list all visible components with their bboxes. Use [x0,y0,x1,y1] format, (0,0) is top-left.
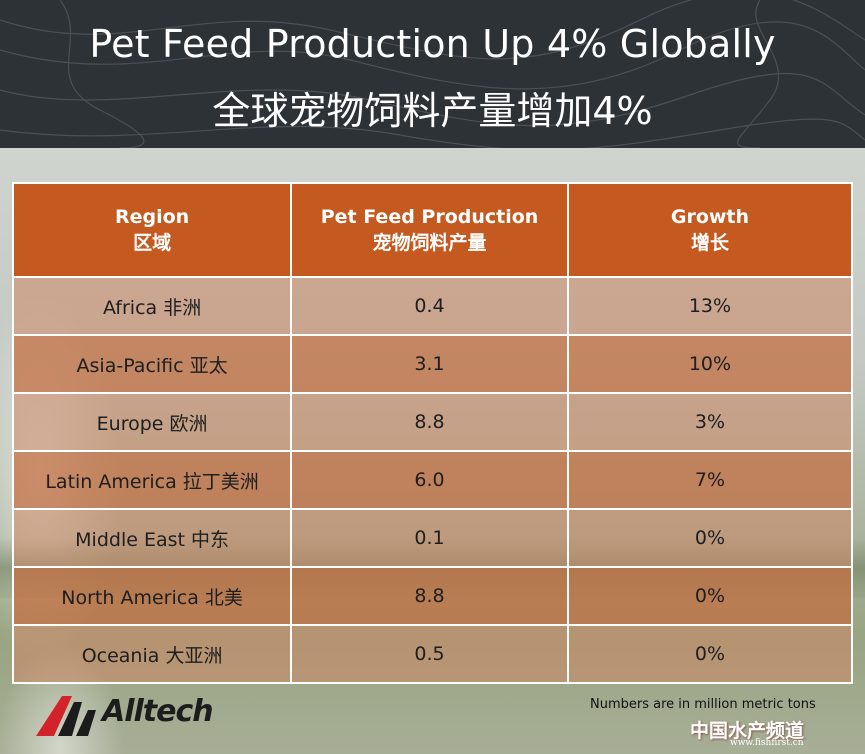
growth-cell: 7% [566,450,854,510]
production-cell: 8.8 [290,566,569,626]
growth-cell: 0% [566,508,854,568]
topographic-pattern [0,0,865,148]
alltech-a-mark-icon [36,696,96,736]
production-cell: 8.8 [290,392,569,452]
table-row: Asia-Pacific 亚太 3.1 10% [11,334,854,394]
growth-cell: 13% [566,276,854,336]
production-cell: 0.5 [290,624,569,684]
watermark-text: 中国水产频道 [690,720,805,742]
watermark-url: www.fishfirst.cn [730,738,804,748]
region-cell: Europe 欧洲 [11,392,293,452]
production-cell: 3.1 [290,334,569,394]
region-cell: Middle East 中东 [11,508,293,568]
slide-title-chinese: 全球宠物饲料产量增加4% [212,89,653,133]
table-row: North America 北美 8.8 0% [11,566,854,626]
table-row: Middle East 中东 0.1 0% [11,508,854,568]
column-header-growth: Growth 增长 [566,182,854,278]
region-cell: Asia-Pacific 亚太 [11,334,293,394]
production-cell: 0.1 [290,508,569,568]
alltech-logo: Alltech [32,692,214,742]
growth-cell: 10% [566,334,854,394]
production-cell: 6.0 [290,450,569,510]
header-band: Pet Feed Production Up 4% Globally 全球宠物饲… [0,0,865,148]
column-header-production-zh: 宠物饲料产量 [372,232,487,254]
growth-cell: 3% [566,392,854,452]
column-header-region-en: Region [114,206,190,228]
table-row: Oceania 大亚洲 0.5 0% [11,624,854,684]
column-header-region-zh: 区域 [133,232,172,254]
column-header-region: Region 区域 [11,182,293,278]
logo-wordmark: Alltech [102,694,214,729]
growth-cell: 0% [566,566,854,626]
region-cell: Oceania 大亚洲 [11,624,293,684]
region-cell: Africa 非洲 [11,276,293,336]
pet-feed-table: Region 区域 Pet Feed Production 宠物饲料产量 Gro… [11,182,854,684]
slide-title-english: Pet Feed Production Up 4% Globally [89,22,776,66]
column-header-growth-en: Growth [670,206,750,228]
units-note: Numbers are in million metric tons [590,697,816,712]
table-row: Europe 欧洲 8.8 3% [11,392,854,452]
table-row: Latin America 拉丁美洲 6.0 7% [11,450,854,510]
column-header-production-en: Pet Feed Production [320,206,539,228]
column-header-growth-zh: 增长 [690,232,729,254]
growth-cell: 0% [566,624,854,684]
column-header-production: Pet Feed Production 宠物饲料产量 [290,182,569,278]
region-cell: Latin America 拉丁美洲 [11,450,293,510]
production-cell: 0.4 [290,276,569,336]
region-cell: North America 北美 [11,566,293,626]
table-row: Africa 非洲 0.4 13% [11,276,854,336]
table-header-row: Region 区域 Pet Feed Production 宠物饲料产量 Gro… [11,182,854,278]
